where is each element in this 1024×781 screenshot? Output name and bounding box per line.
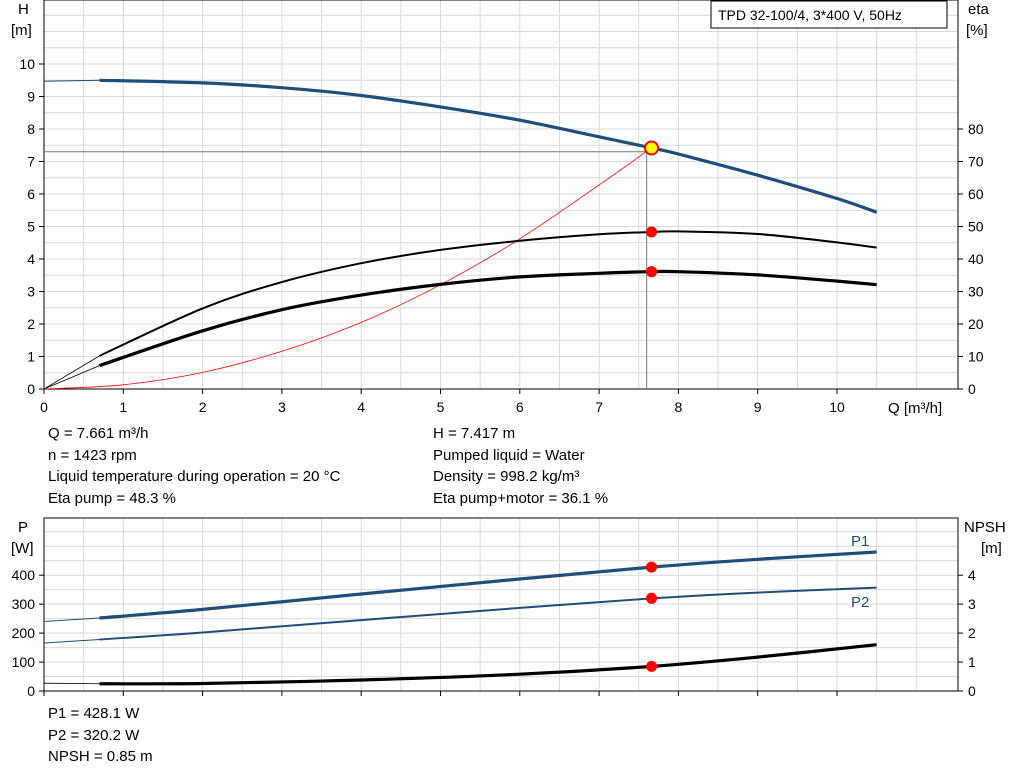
top-right-tick-label: 40	[968, 251, 984, 267]
x-tick-label: 7	[595, 399, 603, 415]
eta-total-duty-point	[646, 266, 658, 278]
top-right-tick-label: 60	[968, 186, 984, 202]
p1-extension	[43, 617, 100, 623]
head-curve-extension	[43, 79, 100, 82]
bottom-right-tick-label: 3	[968, 596, 976, 612]
head-efficiency-chart: 0 1 2 3 4 5 6 7 8 9 10 0 1 2 3 4 5 6 7 8 9 10 0 10 20 30 40 50 60 70 8…	[11, 0, 990, 417]
chart-title: TPD 32-100/4, 3*400 V, 50Hz	[718, 7, 902, 23]
info-density: Density = 998.2 kg/m³	[433, 468, 580, 485]
x-axis-label: Q [m³/h]	[888, 400, 942, 417]
npsh-curve	[99, 643, 877, 686]
x-tick-label: 8	[675, 399, 683, 415]
top-left-tick-label: 1	[27, 349, 35, 365]
top-left-tick-label: 2	[27, 316, 35, 332]
x-tick-label: 3	[278, 399, 286, 415]
series-label-p2: P2	[851, 594, 869, 611]
info-eta-pump-motor: Eta pump+motor = 36.1 %	[433, 489, 609, 507]
info-top-right: H = 7.417 m Pumped liquid = Water Densit…	[433, 423, 608, 509]
bottom-grid	[44, 518, 958, 691]
bottom-left-tick-label: 0	[27, 683, 35, 699]
top-y-axis-label-right-2: [%]	[966, 22, 988, 39]
bottom-y-axis-label-left-1: P	[18, 519, 28, 536]
eta-total-extension	[43, 365, 100, 390]
bottom-y-axis-label-left-2: [W]	[11, 540, 34, 557]
top-ticks: 0 1 2 3 4 5 6 7 8 9 10 0 1 2 3 4 5 6 7 8 9 10 0 10 20 30 40 50 60 70 8…	[19, 56, 983, 415]
bottom-y-axis-label-right-1: NPSH	[964, 519, 1006, 536]
top-right-tick-label: 20	[968, 316, 984, 332]
top-y-axis-label-right-1: eta	[968, 1, 990, 18]
x-tick-label: 4	[357, 399, 365, 415]
eta-pump-motor-curve	[98, 269, 877, 368]
bottom-left-tick-label: 400	[12, 567, 36, 583]
bottom-left-tick-label: 200	[12, 625, 36, 641]
info-flow: Q = 7.661 m³/h	[48, 425, 149, 442]
top-left-tick-label: 5	[27, 219, 35, 235]
top-duty-points	[644, 140, 660, 278]
npsh-extension	[43, 682, 100, 685]
series-label-p1: P1	[851, 533, 869, 550]
chart-title-box: TPD 32-100/4, 3*400 V, 50Hz	[710, 0, 948, 29]
x-tick-label: 9	[754, 399, 762, 415]
top-right-tick-label: 70	[968, 154, 984, 170]
info-top-left: Q = 7.661 m³/h n = 1423 rpm Liquid tempe…	[48, 423, 340, 509]
x-tick-label: 0	[40, 399, 48, 415]
x-tick-label: 6	[516, 399, 524, 415]
top-left-tick-label: 8	[27, 121, 35, 137]
info-pumped-liquid: Pumped liquid = Water	[433, 446, 585, 464]
top-left-tick-label: 0	[27, 381, 35, 397]
top-y-axis-label-left-2: [m]	[11, 22, 32, 39]
x-tick-label: 5	[437, 399, 445, 415]
p2-extension	[43, 638, 100, 644]
npsh-duty-point	[646, 660, 658, 672]
top-right-tick-label: 80	[968, 121, 984, 137]
top-left-tick-label: 6	[27, 186, 35, 202]
head-duty-point	[644, 140, 660, 156]
eta-pump-duty-point	[646, 226, 658, 238]
x-tick-label: 1	[119, 399, 127, 415]
top-y-axis-label-left-1: H	[18, 1, 29, 18]
info-liquid-temperature: Liquid temperature during operation = 20…	[48, 468, 341, 485]
top-left-tick-label: 9	[27, 89, 35, 105]
power-npsh-chart: 0 100 200 300 400 0 1 2 3 4 P [W] NPSH [m] P1 P2	[11, 517, 1006, 699]
top-left-tick-label: 4	[27, 251, 35, 267]
top-left-tick-label: 3	[27, 284, 35, 300]
eta-pump-curve	[99, 230, 877, 357]
info-p1: P1 = 428.1 W	[48, 705, 140, 722]
p1-duty-point	[646, 561, 658, 573]
top-right-tick-label: 0	[968, 381, 976, 397]
info-head: H = 7.417 m	[433, 425, 516, 442]
top-right-tick-label: 50	[968, 219, 984, 235]
bottom-left-tick-label: 300	[12, 596, 36, 612]
top-right-tick-label: 10	[968, 349, 984, 365]
bottom-duty-points	[646, 561, 658, 672]
bottom-right-tick-label: 1	[968, 654, 976, 670]
p1-curve	[99, 550, 877, 620]
bottom-left-tick-label: 100	[12, 654, 36, 670]
bottom-right-tick-label: 0	[968, 683, 976, 699]
bottom-right-tick-label: 2	[968, 625, 976, 641]
info-p2: P2 = 320.2 W	[48, 726, 140, 744]
info-eta-pump: Eta pump = 48.3 %	[48, 489, 176, 507]
x-tick-label: 2	[199, 399, 207, 415]
info-bottom-left: P1 = 428.1 W P2 = 320.2 W NPSH = 0.85 m	[48, 703, 153, 768]
top-series	[43, 78, 878, 390]
p2-duty-point	[646, 592, 658, 604]
eta-pump-extension	[43, 355, 100, 390]
x-tick-label: 10	[829, 399, 845, 415]
top-right-tick-label: 30	[968, 284, 984, 300]
bottom-ticks: 0 100 200 300 400 0 1 2 3 4	[12, 567, 976, 699]
p2-curve	[99, 586, 877, 641]
top-left-tick-label: 10	[19, 56, 35, 72]
info-speed: n = 1423 rpm	[48, 446, 137, 464]
bottom-series	[43, 550, 877, 686]
bottom-y-axis-label-right-2: [m]	[981, 540, 1002, 557]
system-curve	[43, 147, 652, 390]
info-npsh: NPSH = 0.85 m	[48, 748, 153, 765]
top-left-tick-label: 7	[27, 154, 35, 170]
head-curve	[99, 78, 878, 214]
bottom-right-tick-label: 4	[968, 567, 976, 583]
